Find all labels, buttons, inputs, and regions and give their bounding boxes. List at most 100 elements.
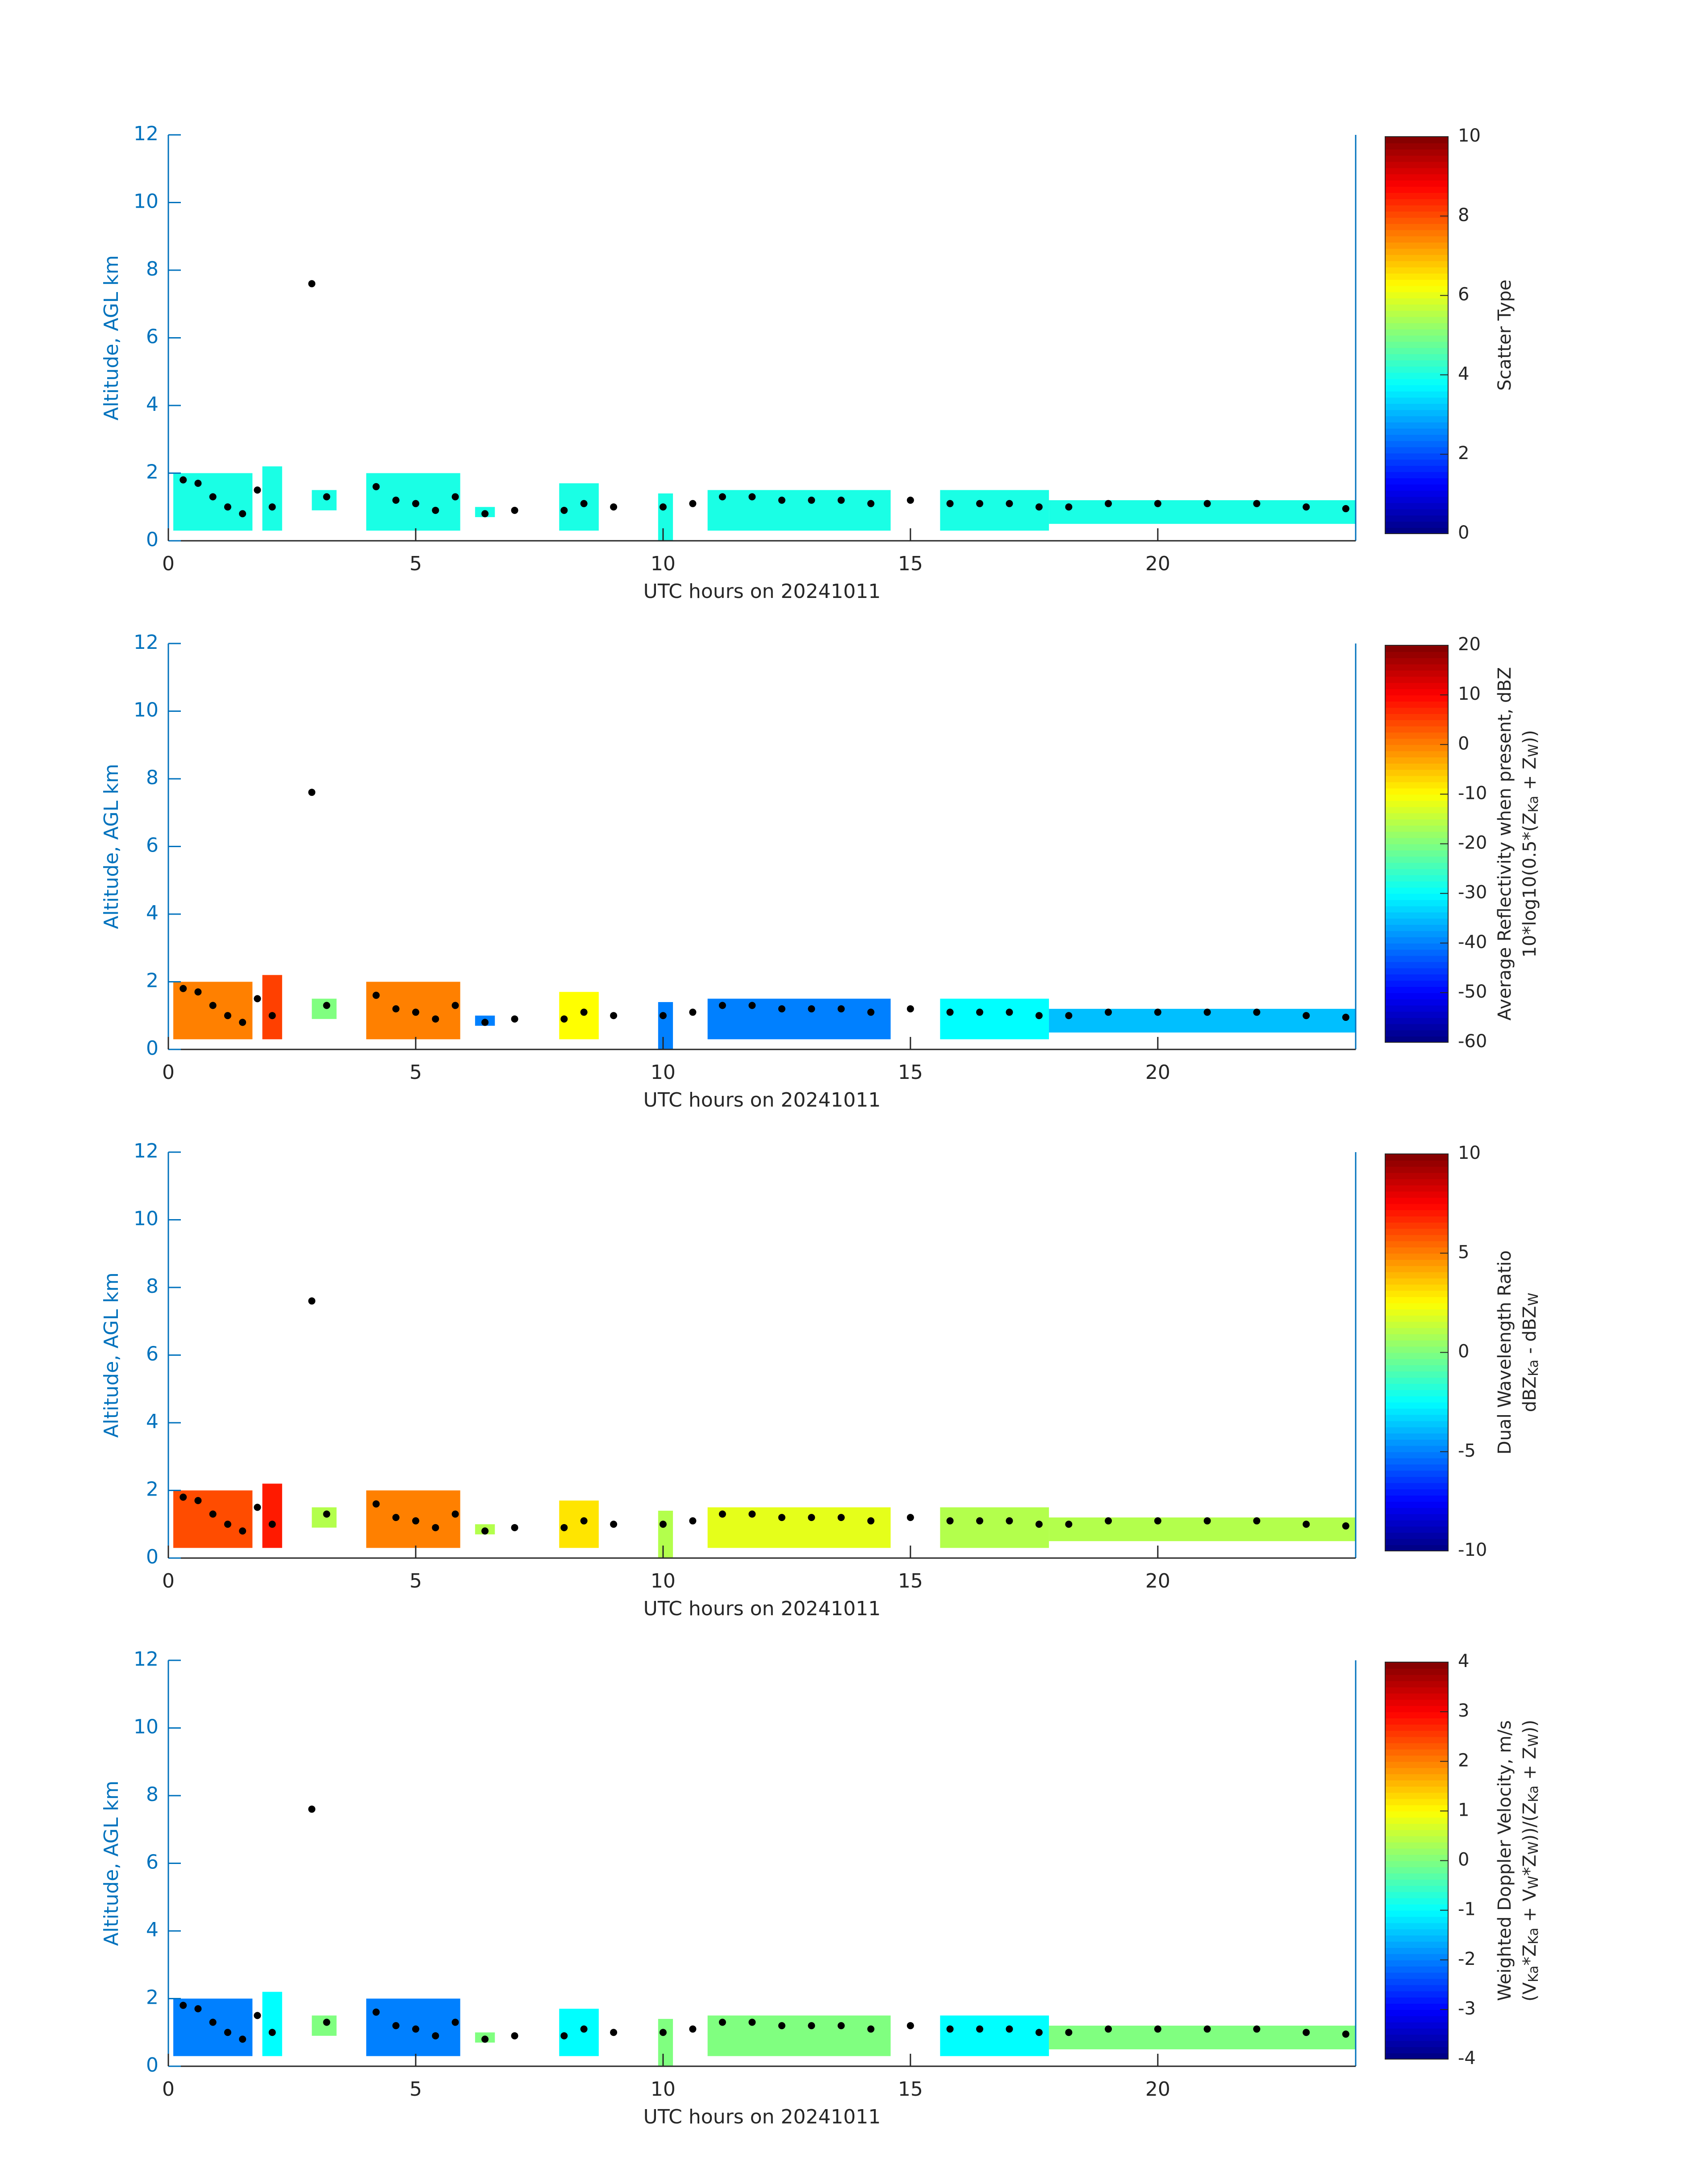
cloud-base-point	[1253, 1008, 1261, 1016]
y-axis-label: Altitude, AGL km	[100, 255, 123, 420]
colorbar-swatch	[1385, 335, 1448, 342]
cloud-base-point	[372, 1500, 380, 1508]
colorbar-label: (VKa*ZKa + VW*ZW))/(ZKa + ZW))	[1520, 1720, 1541, 2002]
y-tick-label: 12	[134, 1648, 159, 1671]
cloud-base-point	[180, 985, 187, 992]
cloud-base-point	[976, 1517, 983, 1525]
x-tick-label: 0	[162, 1570, 175, 1592]
colorbar-swatch	[1385, 1383, 1448, 1390]
x-tick-label: 15	[898, 1061, 923, 1084]
cloud-base-point	[451, 2018, 459, 2026]
cloud-base-point	[946, 500, 954, 507]
cloud-base-point	[412, 2025, 419, 2033]
colorbar-swatch	[1385, 1476, 1448, 1483]
y-tick-label: 12	[134, 631, 159, 654]
x-tick-label: 10	[651, 552, 676, 575]
colorbar-label-part: Weighted Doppler Velocity, m/s	[1495, 1720, 1515, 2001]
x-axis-label: UTC hours on 20241011	[643, 2106, 881, 2128]
colorbar-swatch	[1385, 1005, 1448, 1012]
colorbar-swatch	[1385, 322, 1448, 330]
colorbar-swatch	[1385, 881, 1448, 888]
y-tick-label: 12	[134, 1140, 159, 1162]
colorbar-swatch	[1385, 1036, 1448, 1043]
colorbar-swatch	[1385, 930, 1448, 937]
colorbar-swatch	[1385, 1978, 1448, 1985]
colorbar-swatch	[1385, 198, 1448, 205]
colorbar-swatch	[1385, 384, 1448, 392]
y-tick-label: 6	[146, 326, 159, 348]
colorbar-swatch	[1385, 1321, 1448, 1328]
cloud-base-point	[1303, 503, 1310, 511]
colorbar-swatch	[1385, 1910, 1448, 1917]
echo-block	[262, 466, 282, 531]
colorbar-swatch	[1385, 986, 1448, 993]
colorbar-swatch	[1385, 1761, 1448, 1768]
cloud-base-point	[976, 2025, 983, 2033]
colorbar-label-part: + V	[1520, 1889, 1540, 1928]
colorbar-swatch	[1385, 1687, 1448, 1694]
colorbar-swatch	[1385, 1507, 1448, 1514]
colorbar-label-subscript: Ka	[1526, 1360, 1541, 1377]
colorbar-swatch	[1385, 1916, 1448, 1923]
x-tick-label: 20	[1145, 552, 1170, 575]
cloud-base-point	[689, 1008, 697, 1016]
colorbar-swatch	[1385, 664, 1448, 671]
cloud-base-point	[308, 789, 316, 796]
colorbar-tick-label: 0	[1458, 1850, 1469, 1870]
x-tick-label: 0	[162, 552, 175, 575]
cloud-base-point	[412, 1517, 419, 1525]
colorbar-swatch	[1385, 912, 1448, 919]
colorbar-swatch	[1385, 856, 1448, 863]
colorbar-swatch	[1385, 862, 1448, 869]
cloud-base-point	[1303, 2029, 1310, 2036]
colorbar-tick-label: 3	[1458, 1701, 1469, 1721]
colorbar-swatch	[1385, 899, 1448, 907]
cloud-base-point	[1342, 505, 1349, 513]
colorbar-swatch	[1385, 397, 1448, 404]
colorbar-swatch	[1385, 707, 1448, 714]
colorbar-swatch	[1385, 428, 1448, 435]
colorbar-label-part: ))	[1520, 730, 1540, 744]
cloud-base-point	[432, 1015, 439, 1023]
colorbar-swatch	[1385, 1191, 1448, 1198]
cloud-base-point	[392, 497, 400, 504]
colorbar-swatch	[1385, 254, 1448, 261]
colorbar-swatch	[1385, 1941, 1448, 1948]
colorbar-swatch	[1385, 695, 1448, 702]
cloud-base-point	[511, 506, 518, 514]
colorbar-swatch	[1385, 1545, 1448, 1551]
colorbar-label-subscript: W	[1526, 1876, 1541, 1889]
cloud-base-point	[718, 1002, 726, 1009]
colorbar-swatch	[1385, 1699, 1448, 1706]
x-axis-label: UTC hours on 20241011	[643, 580, 881, 603]
cloud-base-point	[748, 493, 756, 501]
colorbar-tick-label: 0	[1458, 522, 1469, 543]
colorbar-swatch	[1385, 1495, 1448, 1502]
colorbar-swatch	[1385, 744, 1448, 752]
x-tick-label: 15	[898, 1570, 923, 1592]
colorbar-swatch	[1385, 2028, 1448, 2035]
colorbar-swatch	[1385, 1278, 1448, 1285]
cloud-base-point	[511, 2032, 518, 2039]
colorbar-swatch	[1385, 155, 1448, 162]
colorbar-tick-label: -5	[1458, 1441, 1476, 1461]
colorbar-swatch	[1385, 1891, 1448, 1898]
cloud-base-point	[451, 1510, 459, 1518]
cloud-base-point	[239, 1527, 246, 1535]
colorbar-swatch	[1385, 936, 1448, 944]
colorbar-swatch	[1385, 341, 1448, 348]
colorbar-swatch	[1385, 806, 1448, 814]
colorbar-swatch	[1385, 757, 1448, 764]
y-tick-label: 0	[146, 1037, 159, 1060]
cloud-base-point	[254, 2012, 261, 2019]
cloud-base-point	[808, 497, 815, 504]
colorbar-swatch	[1385, 1538, 1448, 1546]
y-tick-label: 10	[134, 190, 159, 213]
colorbar-label-part: 10*log10(0.5*(Z	[1520, 812, 1540, 957]
echo-block	[940, 999, 1049, 1040]
cloud-base-point	[1203, 2025, 1211, 2033]
colorbar-swatch	[1385, 788, 1448, 795]
colorbar-swatch	[1385, 2003, 1448, 2010]
colorbar-swatch	[1385, 1786, 1448, 1793]
x-tick-label: 5	[409, 1570, 422, 1592]
